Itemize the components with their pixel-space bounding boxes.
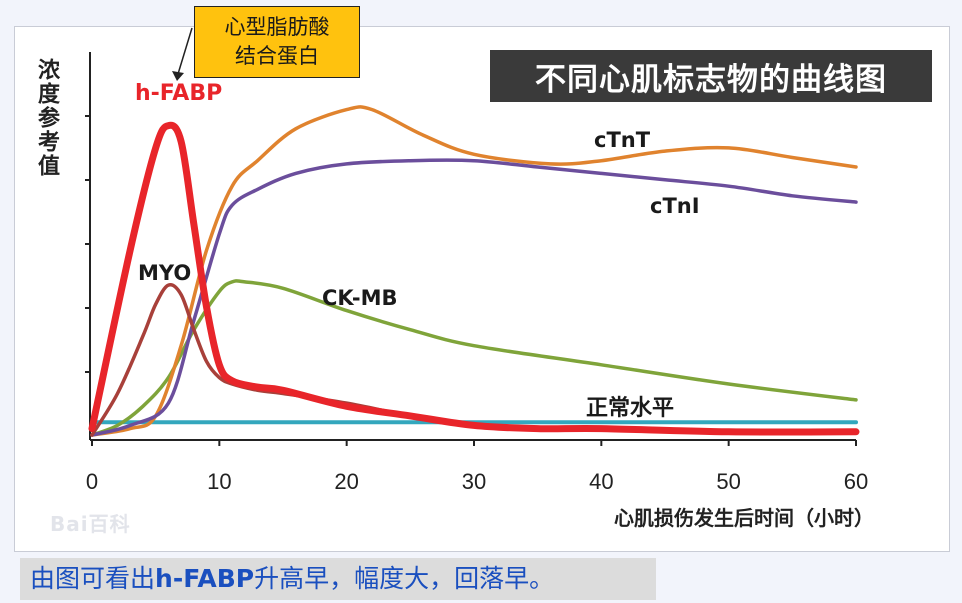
chart-title: 不同心肌标志物的曲线图 [490,50,932,102]
chart-panel [14,26,950,552]
caption-post: 升高早，幅度大，回落早。 [254,564,555,593]
baidu-watermark: Bai百科 [50,512,131,536]
caption-bar: 由图可看出h-FABP升高早，幅度大，回落早。 [20,558,656,600]
series-label-h-fabp: h-FABP [135,81,222,106]
series-label-ctni: cTnI [650,194,700,218]
x-tick-label: 20 [334,469,358,494]
series-line-ck-mb [90,279,858,437]
series-label-ctnt: cTnT [594,128,651,152]
series-label-normal-level: 正常水平 [586,395,674,421]
series-line-ctnt [90,105,858,437]
callout-line-2: 结合蛋白 [235,44,319,68]
x-axis-label: 心肌损伤发生后时间（小时） [614,506,874,530]
series-label-ck-mb: CK-MB [322,286,397,310]
series-line-ctni [90,158,858,437]
x-tick-label: 0 [86,469,98,494]
series-line-h-fabp [88,121,860,436]
series-label-myo: MYO [138,261,191,285]
y-axis-label: 浓度参考值 [34,58,59,178]
callout-line-1: 心型脂肪酸 [224,15,330,39]
x-tick-label: 60 [844,469,868,494]
caption-bold: h-FABP [155,564,255,593]
h-fabp-callout-box: 心型脂肪酸 结合蛋白 [194,6,360,78]
x-tick-label: 10 [207,469,231,494]
caption-pre: 由图可看出 [30,564,156,593]
x-tick-label: 40 [589,469,613,494]
callout-arrow-line [177,27,193,75]
x-tick-label: 30 [462,469,486,494]
x-tick-label: 50 [716,469,740,494]
callout-arrow-head [172,71,184,81]
